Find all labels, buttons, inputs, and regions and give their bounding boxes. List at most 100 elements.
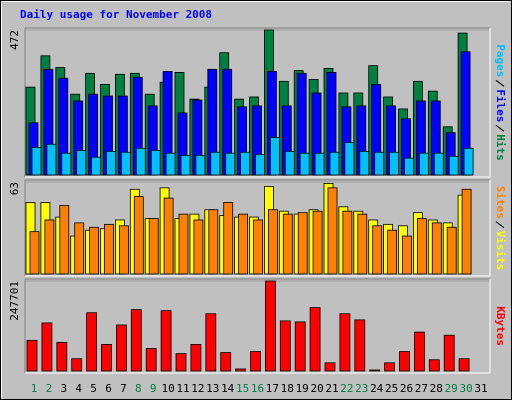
x-tick-label: 23 xyxy=(355,382,368,395)
legend-entry: Pages xyxy=(494,44,507,77)
legend-entry: Hits xyxy=(494,134,507,161)
bar xyxy=(267,209,278,275)
bar xyxy=(235,368,247,372)
legend-entry: Visits xyxy=(494,231,507,271)
bar xyxy=(148,218,159,275)
bar xyxy=(76,150,87,176)
legend-separator xyxy=(495,79,505,87)
bar xyxy=(461,188,472,275)
x-tick-label: 18 xyxy=(281,382,294,395)
bar xyxy=(446,226,457,275)
bar xyxy=(135,147,146,176)
bar xyxy=(119,225,129,275)
bar xyxy=(180,154,191,176)
y-tick-label: 63 xyxy=(8,182,21,195)
bar xyxy=(220,352,232,372)
legend-entry: Sites xyxy=(494,186,507,219)
bar xyxy=(133,196,144,275)
bar xyxy=(324,362,336,372)
bar xyxy=(387,229,398,275)
bar xyxy=(443,334,455,372)
bar xyxy=(329,151,340,176)
bar xyxy=(399,351,410,372)
x-tick-label: 9 xyxy=(150,382,157,395)
bar xyxy=(223,202,234,275)
legend: Pages Files Hits xyxy=(494,44,507,161)
bar xyxy=(116,324,127,372)
x-tick-label: 12 xyxy=(191,382,204,395)
bar xyxy=(56,341,68,372)
x-tick-label: 11 xyxy=(176,382,189,395)
legend-entry: KBytes xyxy=(494,306,507,346)
bar xyxy=(210,151,221,176)
bar xyxy=(61,152,72,176)
bar xyxy=(71,358,83,372)
bar xyxy=(46,143,57,176)
x-tick-label: 3 xyxy=(60,382,67,395)
bar xyxy=(255,154,265,176)
bar xyxy=(106,150,116,176)
bar xyxy=(59,204,70,275)
x-tick-label: 26 xyxy=(400,382,413,395)
x-tick-label: 24 xyxy=(370,382,384,395)
bar xyxy=(175,353,187,372)
bar xyxy=(297,212,308,275)
bar xyxy=(44,219,55,275)
bar xyxy=(130,309,142,372)
bar xyxy=(145,348,157,372)
bar xyxy=(384,362,396,372)
legend-separator xyxy=(495,221,505,229)
x-tick-label: 16 xyxy=(251,382,264,395)
bar xyxy=(416,218,427,275)
chart-title: Daily usage for November 2008 xyxy=(20,8,212,21)
legend-entry: Files xyxy=(494,89,507,122)
bar xyxy=(163,197,174,275)
legend-separator xyxy=(495,124,505,132)
bar xyxy=(294,321,306,372)
bar xyxy=(389,151,400,176)
bar xyxy=(448,155,459,176)
x-tick-label: 13 xyxy=(206,382,219,395)
bar xyxy=(91,156,101,176)
bar xyxy=(101,344,112,372)
bar xyxy=(282,213,293,275)
bar xyxy=(190,344,202,372)
legend: Sites Visits xyxy=(494,186,507,271)
x-tick-label: 27 xyxy=(415,382,428,395)
x-tick-label: 19 xyxy=(296,382,309,395)
x-tick-label: 15 xyxy=(236,382,249,395)
x-tick-label: 30 xyxy=(459,382,472,395)
bar xyxy=(29,231,40,275)
bar xyxy=(463,147,474,176)
bar xyxy=(150,150,161,176)
bar xyxy=(359,150,370,176)
bar xyxy=(250,351,261,372)
bar xyxy=(354,319,366,372)
bar xyxy=(327,187,338,275)
bar xyxy=(269,137,280,176)
x-tick-label: 29 xyxy=(445,382,458,395)
bar xyxy=(312,210,323,275)
x-tick-label: 25 xyxy=(385,382,398,395)
bar xyxy=(121,151,131,176)
bar xyxy=(344,142,355,176)
bar xyxy=(374,151,385,176)
bar xyxy=(240,151,251,176)
bar xyxy=(208,209,219,275)
bar xyxy=(74,222,85,275)
bar xyxy=(279,320,291,372)
legend: KBytes xyxy=(494,306,507,346)
bar xyxy=(342,210,353,275)
x-tick-label: 2 xyxy=(46,382,53,395)
bar xyxy=(205,313,217,372)
bar xyxy=(309,307,321,372)
bar xyxy=(428,359,440,372)
bar xyxy=(284,150,295,176)
bar xyxy=(357,213,368,275)
x-tick-label: 17 xyxy=(266,382,279,395)
bar xyxy=(104,223,114,275)
bar xyxy=(193,219,204,275)
bar xyxy=(253,219,263,275)
bar xyxy=(402,235,412,275)
